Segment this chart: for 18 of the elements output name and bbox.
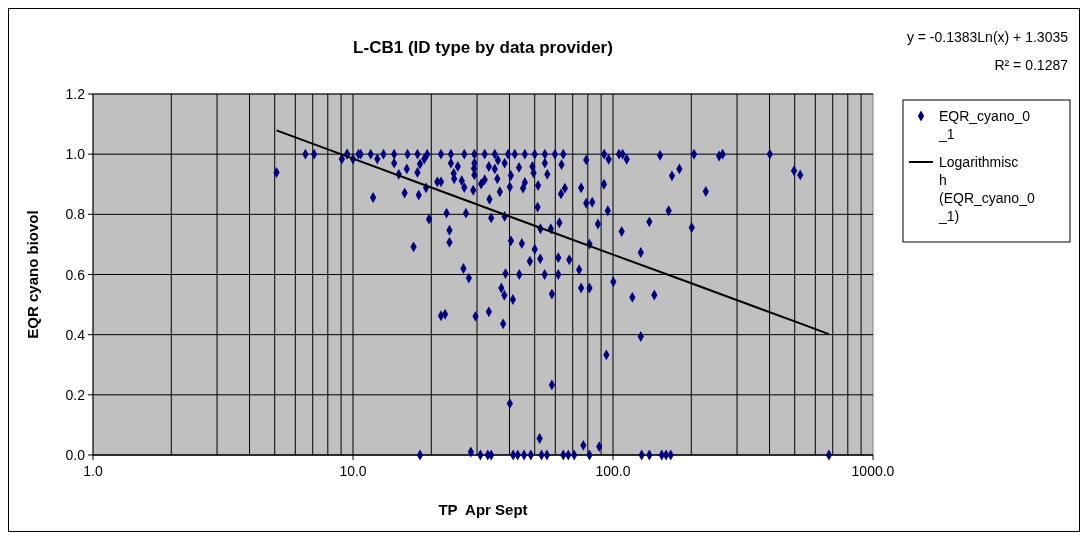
x-tick-label: 100.0 — [595, 463, 631, 479]
y-tick-label: 0.6 — [65, 266, 86, 283]
text: R² = 0.1287 — [994, 57, 1069, 73]
text: y = -0.1383Ln(x) + 1.3035 — [906, 29, 1069, 45]
y-tick-label: 0.8 — [65, 206, 86, 223]
y-tick-label: 0.2 — [65, 386, 86, 403]
y-tick-label: 1.0 — [65, 146, 86, 163]
legend-label: Logarithmisch (EQR_cyano_0_1) — [938, 154, 1035, 224]
x-tick-label: 1.0 — [83, 463, 103, 479]
legend-label: EQR_cyano_0_1 — [938, 108, 1031, 142]
x-tick-label: 10.0 — [339, 463, 367, 479]
x-axis-title: TP Apr Sept — [438, 501, 528, 518]
chart-title: L-CB1 (ID type by data provider) — [353, 38, 613, 57]
y-axis-title: EQR cyano biovol — [24, 210, 41, 339]
y-tick-label: 1.2 — [65, 86, 86, 102]
y-tick-label: 0.4 — [65, 326, 86, 343]
x-tick-label: 1000.0 — [851, 463, 895, 479]
y-tick-label: 0.0 — [65, 447, 86, 463]
